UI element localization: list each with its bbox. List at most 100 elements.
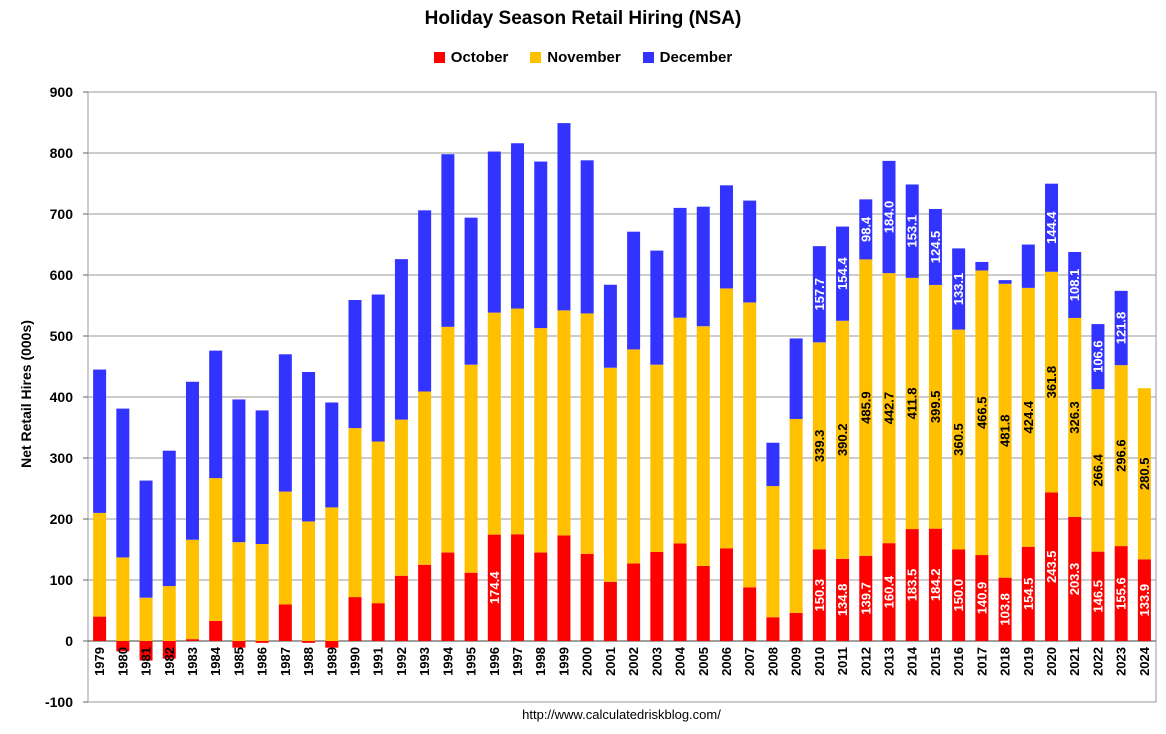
bar-december <box>859 199 873 260</box>
data-label-october: 134.8 <box>835 584 850 617</box>
x-tick-label: 1985 <box>231 647 246 676</box>
bar-november <box>278 491 292 605</box>
bar-november <box>255 544 269 641</box>
data-label-november: 411.8 <box>905 388 920 420</box>
bar-december <box>975 261 989 271</box>
x-tick-label: 1987 <box>278 647 293 676</box>
data-label-october: 146.5 <box>1090 580 1105 613</box>
bar-november <box>487 312 501 535</box>
bar-october <box>859 555 873 641</box>
bar-december <box>557 123 571 311</box>
bar-october <box>93 616 107 641</box>
bar-october <box>139 641 153 661</box>
x-tick-label: 2012 <box>858 647 873 676</box>
x-tick-label: 2001 <box>603 647 618 676</box>
bar-december <box>1068 252 1082 318</box>
bar-october <box>371 603 385 641</box>
x-tick-label: 1999 <box>556 647 571 676</box>
bar-october <box>557 535 571 641</box>
bar-november <box>371 441 385 604</box>
data-label-november: 361.8 <box>1044 366 1059 399</box>
x-tick-label: 2013 <box>882 647 897 676</box>
bar-october <box>534 552 548 641</box>
bar-december <box>603 284 617 368</box>
bar-october <box>580 553 594 641</box>
x-tick-label: 1981 <box>139 647 154 676</box>
bar-november <box>789 418 803 613</box>
bar-october <box>325 641 339 648</box>
bar-december <box>1091 324 1105 390</box>
bar-november <box>464 364 478 573</box>
bar-december <box>185 381 199 540</box>
bar-october <box>789 612 803 641</box>
data-label-october: 140.9 <box>974 582 989 615</box>
x-tick-label: 1980 <box>115 647 130 676</box>
bar-november <box>998 283 1012 578</box>
data-label-november: 481.8 <box>998 414 1013 447</box>
bar-december <box>952 248 966 330</box>
data-label-november: 390.2 <box>835 423 850 456</box>
bar-november <box>1068 317 1082 517</box>
bar-november <box>928 284 942 529</box>
bar-november <box>836 320 850 559</box>
x-tick-label: 1984 <box>208 646 223 676</box>
bar-october <box>348 597 362 641</box>
bar-october <box>418 564 432 641</box>
x-tick-label: 1993 <box>417 647 432 676</box>
bar-november <box>232 542 246 641</box>
x-tick-label: 2008 <box>765 647 780 676</box>
bar-november <box>534 328 548 553</box>
legend-swatch-december <box>642 52 654 63</box>
bar-december <box>627 231 641 350</box>
bar-november <box>650 364 664 552</box>
bar-october <box>928 528 942 641</box>
bar-december <box>511 143 525 309</box>
y-tick-label: 0 <box>65 633 73 649</box>
data-label-october: 184.2 <box>928 569 943 602</box>
source-note: http://www.calculatedriskblog.com/ <box>522 707 721 722</box>
bar-november <box>1091 389 1105 552</box>
data-label-november: 296.6 <box>1114 439 1129 472</box>
x-tick-label: 2018 <box>998 647 1013 676</box>
bar-november <box>1114 365 1128 547</box>
bar-december <box>789 338 803 419</box>
bar-december <box>348 300 362 429</box>
bar-november <box>882 273 896 544</box>
data-label-november: 442.7 <box>882 392 897 425</box>
bar-december <box>696 206 710 327</box>
x-tick-label: 2016 <box>951 647 966 676</box>
bar-october <box>116 641 130 652</box>
bar-november <box>603 367 617 582</box>
x-tick-label: 2004 <box>673 646 688 676</box>
bar-november <box>812 342 826 550</box>
bar-october <box>255 641 269 643</box>
data-label-october: 133.9 <box>1137 584 1152 617</box>
x-tick-label: 1994 <box>440 646 455 676</box>
bar-december <box>580 160 594 314</box>
bar-november <box>209 478 223 621</box>
data-label-october: 183.5 <box>905 569 920 602</box>
x-tick-label: 2014 <box>905 646 920 676</box>
bar-december <box>394 259 408 420</box>
data-label-november: 399.5 <box>928 391 943 424</box>
x-tick-label: 2015 <box>928 647 943 676</box>
bar-december <box>743 200 757 303</box>
data-label-december: 157.7 <box>812 278 827 311</box>
data-label-november: 466.5 <box>974 396 989 429</box>
bar-november <box>1137 388 1151 560</box>
bar-december <box>1021 244 1035 288</box>
data-label-december: 153.1 <box>905 215 920 248</box>
y-tick-label: 200 <box>50 511 74 527</box>
data-label-november: 360.5 <box>951 423 966 456</box>
data-label-november: 485.9 <box>858 391 873 424</box>
data-label-november: 266.4 <box>1090 453 1105 486</box>
bar-november <box>139 597 153 641</box>
bar-november <box>1021 287 1035 547</box>
bar-december <box>534 161 548 329</box>
x-tick-label: 1979 <box>92 647 107 676</box>
x-tick-label: 1989 <box>324 647 339 676</box>
x-tick-label: 2022 <box>1090 647 1105 676</box>
legend-swatch-november <box>530 52 542 63</box>
x-tick-label: 2003 <box>649 647 664 676</box>
